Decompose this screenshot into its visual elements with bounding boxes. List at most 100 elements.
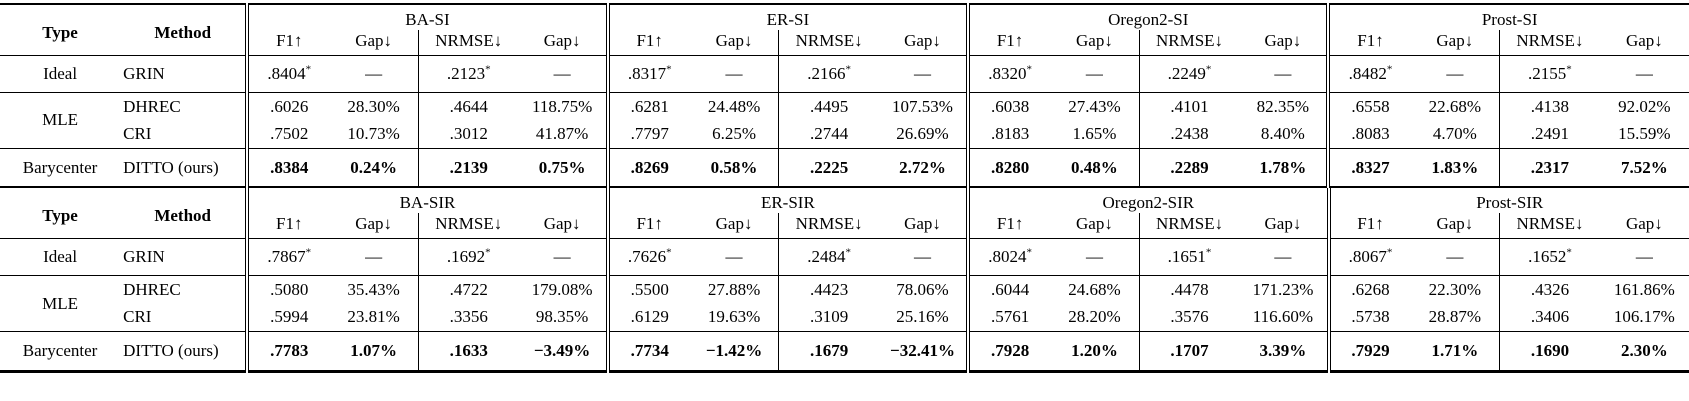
metric-value: .2249 [1167, 64, 1206, 84]
metric-value: .8317 [627, 64, 667, 84]
value-cell: .8024* [966, 238, 1051, 276]
value-cell: .4722 [417, 274, 519, 304]
type-cell: Barycenter [0, 331, 121, 372]
value-cell: .8183 [966, 120, 1051, 149]
metric-header: Gap↓ [355, 30, 393, 50]
metric-header: Gap↓ [715, 213, 753, 233]
value-cell: — [1599, 55, 1689, 93]
value-cell: .8083 [1326, 120, 1411, 149]
table-row: CRI .5994 23.81% .3356 98.35% .6129 19.63% .310… [0, 303, 1689, 332]
value-cell: 1.07% [329, 331, 419, 372]
value-cell: .2155* [1499, 55, 1600, 93]
metric-header: F1↑ [1326, 29, 1411, 56]
metric-header: NRMSE↓ [1499, 29, 1600, 56]
value-cell: .3109 [778, 303, 879, 332]
value-cell: 4.70% [1432, 124, 1477, 144]
value-cell: .6044 [966, 274, 1051, 304]
value-cell: .1633 [417, 331, 519, 372]
metric-header: Gap↓ [1076, 30, 1113, 50]
value-cell: .8384 [245, 147, 330, 188]
table-row: Ideal GRIN .8404* — .2123* — .8317* — .2166* — .83… [0, 55, 1689, 93]
type-cell: MLE [0, 274, 121, 332]
value-cell: .6129 [605, 303, 690, 332]
value-cell: 78.06% [878, 274, 969, 304]
value-cell: 28.87% [1428, 307, 1482, 327]
significance-asterisk: * [1026, 63, 1032, 76]
value-cell: .4423 [778, 274, 879, 304]
value-cell: 118.75% [518, 91, 608, 121]
table-row: MLE DHREC .6026 28.30% .4644 118.75% .6281 24.4… [0, 91, 1689, 149]
value-cell: 107.53% [878, 91, 969, 121]
value-cell: 116.60% [1252, 307, 1314, 327]
significance-asterisk: * [845, 63, 852, 76]
metric-header: NRMSE↓ [417, 29, 519, 56]
value-cell: .2317 [1499, 147, 1600, 188]
value-cell: 23.81% [347, 307, 400, 327]
metric-value: .8482 [1348, 64, 1387, 84]
method-cell: DITTO (ours) [120, 331, 248, 372]
value-cell: 179.08% [518, 274, 608, 304]
value-cell: — [1239, 55, 1329, 93]
value-cell: .3356 [417, 303, 519, 332]
value-cell: .7928 [966, 331, 1051, 372]
metric-header: Gap↓ [543, 30, 581, 50]
metric-header: Gap↓ [1436, 30, 1474, 50]
value-cell: .2438 [1138, 120, 1240, 149]
value-cell: .5738 [1326, 303, 1411, 332]
value-cell: .2484* [778, 238, 879, 276]
value-cell: .3406 [1499, 303, 1600, 332]
group-header: Prost-SIR [1326, 188, 1689, 213]
value-cell: .7783 [245, 331, 330, 372]
group-header: BA-SIR [245, 188, 608, 213]
significance-asterisk: * [1386, 63, 1393, 76]
metric-value: .1692 [446, 247, 486, 267]
value-cell: .8482* [1326, 55, 1411, 93]
metric-header: F1↑ [966, 212, 1051, 239]
value-cell: 8.40% [1260, 124, 1305, 144]
value-cell: 28.30% [329, 91, 419, 121]
value-cell: −32.41% [878, 331, 969, 372]
metric-value: .2155 [1528, 64, 1567, 84]
type-cell: MLE [0, 91, 121, 149]
value-cell: 7.52% [1599, 147, 1689, 188]
value-cell: −3.49% [518, 331, 608, 372]
value-cell: .8317* [605, 55, 690, 93]
metric-header: Gap↓ [1264, 30, 1302, 50]
metric-value: .2484 [807, 247, 846, 267]
metric-value: .7626 [627, 247, 667, 267]
table-row: Ideal GRIN .7867* — .1692* — .7626* — .2484* — .80… [0, 238, 1689, 276]
metric-value: .2166 [807, 64, 846, 84]
value-cell: 1.83% [1410, 147, 1500, 188]
metric-value: .8404 [267, 64, 306, 84]
metric-header: NRMSE↓ [778, 29, 879, 56]
value-cell: −1.42% [689, 331, 779, 372]
value-cell: 92.02% [1599, 91, 1689, 121]
significance-asterisk: * [485, 246, 491, 259]
value-cell: .4138 [1499, 91, 1600, 121]
metric-header: NRMSE↓ [1138, 29, 1240, 56]
value-cell: .6026 [245, 91, 330, 121]
value-cell: .1707 [1138, 331, 1240, 372]
value-cell: 15.59% [1618, 124, 1671, 144]
value-cell: 25.16% [896, 307, 949, 327]
value-cell: — [1050, 238, 1140, 276]
value-cell: .5994 [245, 303, 330, 332]
value-cell: .8327 [1326, 147, 1411, 188]
method-cell: DHREC [120, 91, 248, 121]
group-header: Prost-SI [1326, 4, 1689, 30]
significance-asterisk: * [1205, 63, 1212, 76]
value-cell: .1652* [1499, 238, 1600, 276]
column-header-method: Method [154, 206, 212, 226]
value-cell: .3012 [417, 120, 519, 149]
value-cell: .8269 [605, 147, 690, 188]
method-cell: CRI [123, 124, 152, 144]
column-header-method: Method [154, 22, 212, 42]
results-table-sir: Type Method BA-SIR ER-SIR Oregon2-SIR Prost-S… [0, 188, 1689, 373]
value-cell: 19.63% [707, 307, 761, 327]
group-header: ER-SIR [605, 188, 969, 213]
value-cell: 1.20% [1050, 331, 1140, 372]
metric-header: Gap↓ [1076, 213, 1113, 233]
value-cell: .8404* [245, 55, 330, 93]
value-cell: .2225 [778, 147, 879, 188]
